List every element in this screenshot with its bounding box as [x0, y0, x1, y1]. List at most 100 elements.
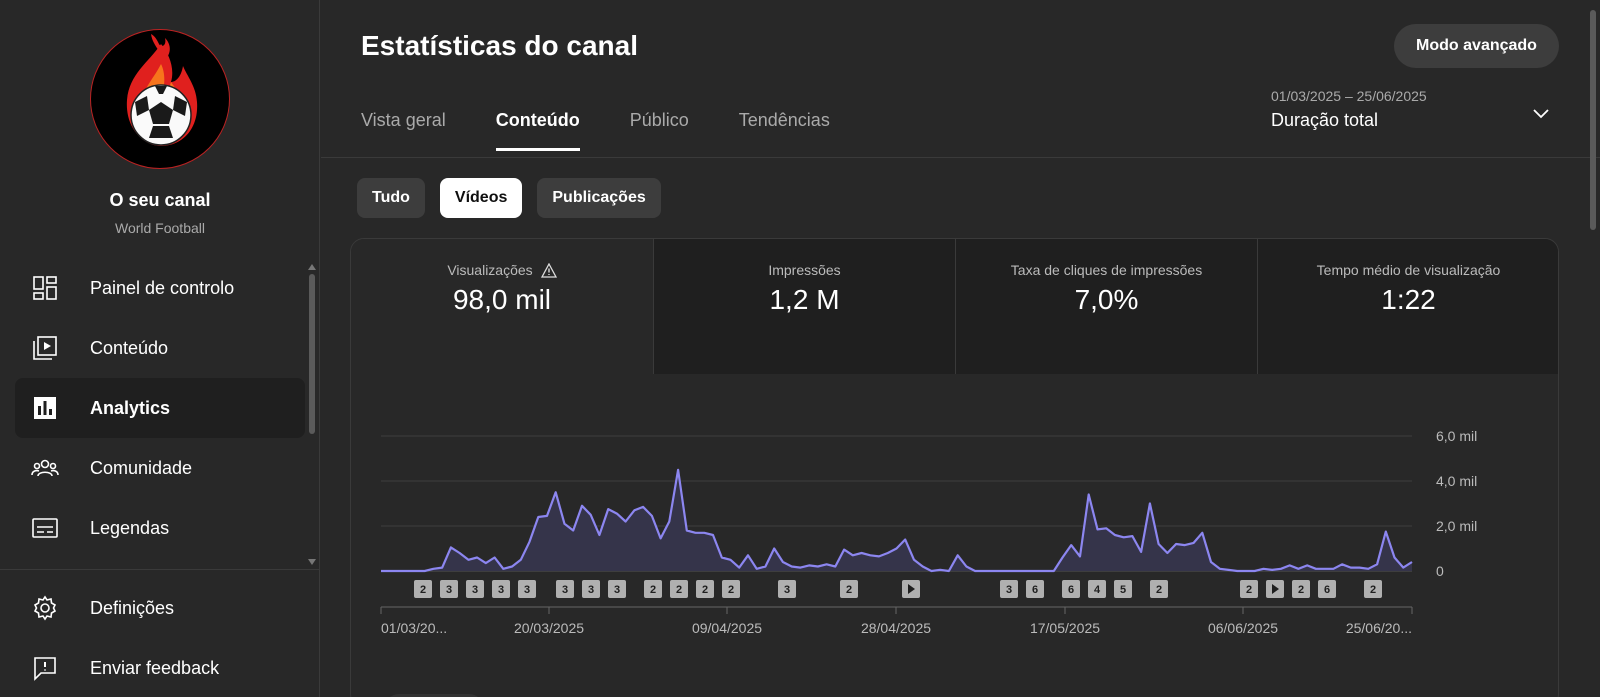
publication-marker: [1026, 580, 1044, 598]
tab-content[interactable]: Conteúdo: [495, 110, 580, 151]
publication-marker-count: 3: [1006, 584, 1012, 596]
sidebar-divider: [0, 569, 320, 570]
sidebar-item-community[interactable]: Comunidade: [15, 438, 305, 498]
x-tick-label: 09/04/2025: [692, 620, 762, 636]
publication-marker: [466, 580, 484, 598]
channel-name: O seu canal: [109, 190, 211, 210]
metric-value: 1,2 M: [769, 284, 840, 315]
metric-impressions[interactable]: Impressões 1,2 M: [653, 239, 955, 374]
chip-all[interactable]: Tudo: [357, 178, 425, 218]
scroll-down-arrow-icon[interactable]: [307, 557, 317, 567]
metric-label: Visualizações: [447, 262, 533, 278]
sidebar-item-settings[interactable]: Definições: [15, 578, 305, 638]
channel-subtitle: World Football: [114, 220, 205, 236]
publication-marker: [1114, 580, 1132, 598]
feedback-icon: [15, 655, 75, 681]
sidebar-nav: Painel de controlo Conteúdo Analytics Co…: [15, 258, 305, 558]
warning-icon[interactable]: [540, 262, 557, 278]
publication-marker: [1000, 580, 1018, 598]
tab-overview[interactable]: Vista geral: [361, 110, 446, 130]
publication-marker: [840, 580, 858, 598]
publication-marker-count: 3: [562, 584, 568, 596]
sidebar-item-dashboard[interactable]: Painel de controlo: [15, 258, 305, 318]
date-range-label[interactable]: Duração total: [1271, 110, 1379, 130]
publication-marker-count: 3: [472, 584, 478, 596]
tab-bar: Vista geral Conteúdo Público Tendências: [361, 110, 880, 151]
metric-views[interactable]: Visualizações 98,0 mil: [351, 239, 653, 374]
x-tick-label: 25/06/20...: [1346, 620, 1412, 636]
chip-posts[interactable]: Publicações: [537, 178, 661, 218]
publication-marker: [722, 580, 740, 598]
metric-label: Impressões: [768, 262, 841, 278]
tab-trends[interactable]: Tendências: [738, 110, 830, 130]
metric-avg-view-duration[interactable]: Tempo médio de visualização 1:22: [1257, 239, 1558, 374]
advanced-mode-button[interactable]: Modo avançado: [1394, 24, 1559, 68]
sidebar-item-label: Analytics: [90, 397, 171, 418]
metric-ctr[interactable]: Taxa de cliques de impressões 7,0%: [955, 239, 1257, 374]
metric-label: Tempo médio de visualização: [1316, 262, 1501, 278]
subtitles-icon: [15, 517, 75, 539]
sidebar-item-content[interactable]: Conteúdo: [15, 318, 305, 378]
publication-marker-count: 2: [1246, 584, 1252, 596]
views-series-line: [381, 468, 1413, 573]
community-icon: [15, 456, 75, 480]
main-scrollbar-thumb[interactable]: [1590, 10, 1596, 230]
publication-marker-count: 6: [1068, 584, 1074, 596]
x-tick-label: 06/06/2025: [1208, 620, 1278, 636]
sidebar-item-analytics[interactable]: Analytics: [15, 378, 305, 438]
publication-marker: [440, 580, 458, 598]
publication-marker: [556, 580, 574, 598]
gear-icon: [15, 595, 75, 621]
publication-marker: [1364, 580, 1382, 598]
publication-marker: [644, 580, 662, 598]
sidebar-scrollbar[interactable]: [307, 262, 317, 567]
main-scrollbar[interactable]: [1587, 0, 1600, 697]
metric-value: 7,0%: [1074, 284, 1139, 315]
sidebar-item-label: Comunidade: [90, 457, 193, 478]
analytics-icon: [15, 396, 75, 420]
sidebar-item-label: Definições: [90, 597, 175, 618]
sidebar-item-label: Enviar feedback: [90, 657, 220, 678]
publication-marker-count: 2: [728, 584, 734, 596]
views-area-fill: [381, 469, 1412, 571]
publication-marker-count: 3: [498, 584, 504, 596]
publication-marker-count: 6: [1032, 584, 1038, 596]
see-more-button[interactable]: [384, 694, 484, 697]
publication-marker: [414, 580, 432, 598]
channel-avatar[interactable]: [90, 29, 230, 169]
publication-marker-count: 3: [588, 584, 594, 596]
fire-ball-logo-icon: [126, 34, 198, 146]
publication-marker-count: 3: [524, 584, 530, 596]
chip-videos[interactable]: Vídeos: [439, 178, 523, 218]
y-tick-label: 6,0 mil: [1436, 428, 1477, 444]
date-range-text[interactable]: 01/03/2025 – 25/06/2025: [1271, 88, 1427, 104]
y-tick-label: 4,0 mil: [1436, 473, 1477, 489]
publication-marker: [778, 580, 796, 598]
metric-label: Taxa de cliques de impressões: [1010, 262, 1203, 278]
publication-marker: [492, 580, 510, 598]
sidebar-item-label: Conteúdo: [90, 337, 169, 358]
metric-value: 1:22: [1381, 284, 1436, 315]
publication-marker-count: 3: [784, 584, 790, 596]
scroll-up-arrow-icon[interactable]: [307, 262, 317, 272]
sidebar-item-feedback[interactable]: Enviar feedback: [15, 638, 305, 697]
publication-marker-count: 2: [650, 584, 656, 596]
sidebar-scrollbar-thumb[interactable]: [309, 274, 315, 434]
publication-marker-count: 5: [1120, 584, 1126, 596]
views-area-chart[interactable]: 0 2,0 mil 4,0 mil 6,0 mil 2 3 3 3 3 3 3 3 2 2 2 2 3 2 3 6 6 4…: [351, 374, 1559, 697]
publication-marker: [1150, 580, 1168, 598]
publication-marker: [670, 580, 688, 598]
play-marker-icon: [908, 584, 915, 594]
publication-marker: [1318, 580, 1336, 598]
sidebar-item-label: Legendas: [90, 517, 170, 538]
sidebar-item-subtitles[interactable]: Legendas: [15, 498, 305, 558]
tabs-divider: [321, 157, 1600, 158]
chevron-down-icon[interactable]: [1531, 103, 1551, 123]
metric-value: 98,0 mil: [452, 284, 552, 315]
publication-marker: [1292, 580, 1310, 598]
y-tick-label: 2,0 mil: [1436, 518, 1477, 534]
dashboard-icon: [15, 275, 75, 301]
tab-audience[interactable]: Público: [629, 110, 689, 130]
main-content: Estatísticas do canal Modo avançado Vist…: [321, 0, 1600, 697]
